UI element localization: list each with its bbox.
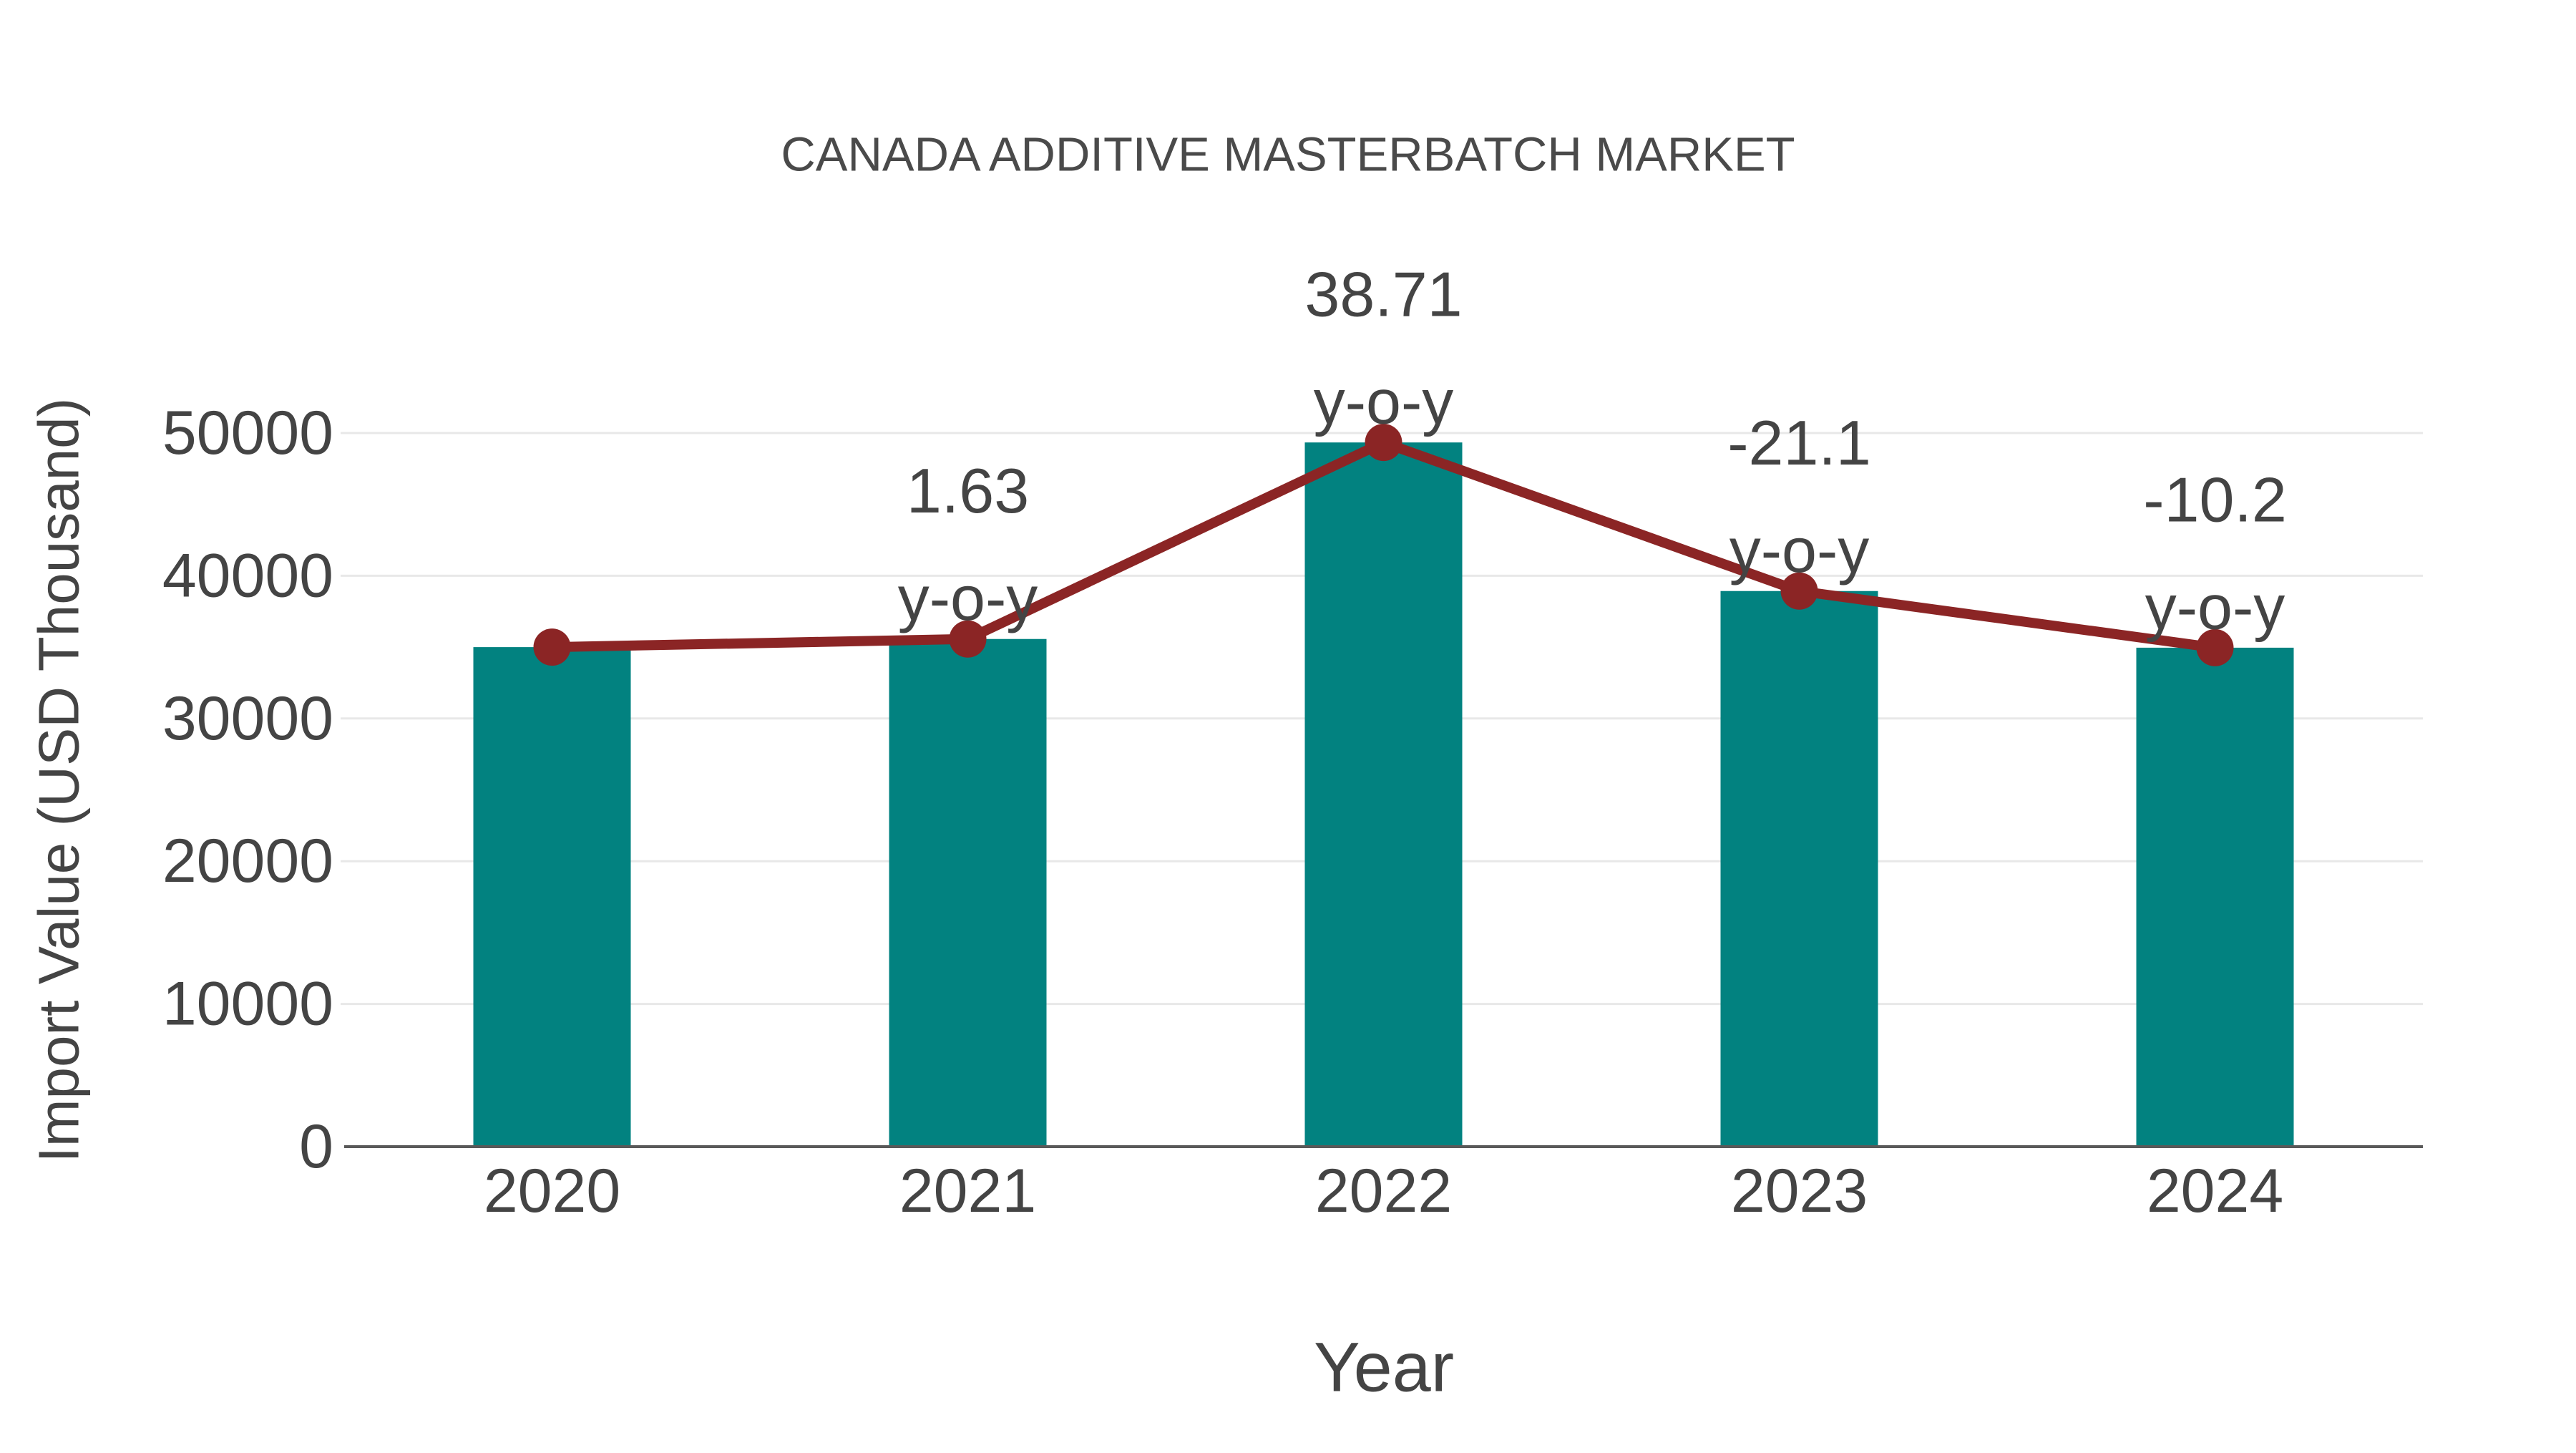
annotation-suffix-2022: y-o-y — [1314, 366, 1454, 437]
y-tick-label-0: 0 — [299, 1112, 333, 1181]
y-tick-label-40000: 40000 — [162, 541, 333, 610]
annotation-value-2024: -10.2 — [2143, 464, 2287, 535]
bar-2021[interactable] — [889, 638, 1047, 1147]
x-tick-label-2021: 2021 — [899, 1157, 1036, 1225]
annotation-layer: 1.63 y-o-y 38.71 y-o-y -21.1 y-o-y -10.2 y-o-y — [898, 259, 2287, 643]
bar-2020[interactable] — [473, 647, 631, 1147]
trend-marker-2020[interactable] — [533, 628, 571, 666]
annotation-suffix-2023: y-o-y — [1729, 515, 1870, 585]
y-axis-title: Import Value (USD Thousand) — [27, 398, 91, 1163]
trend-marker-2024[interactable] — [2196, 628, 2234, 666]
trend-marker-2023[interactable] — [1780, 572, 1818, 610]
annotation-suffix-2021: y-o-y — [898, 563, 1038, 633]
y-tick-label-30000: 30000 — [162, 684, 333, 753]
tick-label-layer: 0 10000 20000 30000 40000 50000 2020 2021 2022 20… — [162, 399, 2283, 1225]
annotation-value-2022: 38.71 — [1304, 259, 1462, 330]
x-tick-label-2022: 2022 — [1315, 1157, 1452, 1225]
trend-line-layer — [533, 424, 2234, 666]
y-tick-label-10000: 10000 — [162, 970, 333, 1039]
x-tick-label-2024: 2024 — [2147, 1157, 2283, 1225]
y-tick-label-20000: 20000 — [162, 827, 333, 895]
bar-2022[interactable] — [1304, 442, 1463, 1147]
annotation-value-2021: 1.63 — [907, 455, 1029, 526]
bar-2024[interactable] — [2136, 647, 2294, 1147]
annotation-value-2023: -21.1 — [1727, 407, 1871, 478]
chart-title: CANADA ADDITIVE MASTERBATCH MARKET — [781, 128, 1795, 182]
x-tick-label-2023: 2023 — [1731, 1157, 1868, 1225]
annotation-suffix-2024: y-o-y — [2145, 571, 2285, 642]
y-tick-label-50000: 50000 — [162, 399, 333, 467]
bar-2023[interactable] — [1720, 591, 1878, 1147]
trend-marker-2021[interactable] — [949, 620, 987, 658]
x-axis-title: Year — [1314, 1328, 1454, 1406]
x-tick-label-2020: 2020 — [484, 1157, 620, 1225]
trend-marker-2022[interactable] — [1365, 424, 1402, 462]
bar-layer — [473, 442, 2294, 1147]
